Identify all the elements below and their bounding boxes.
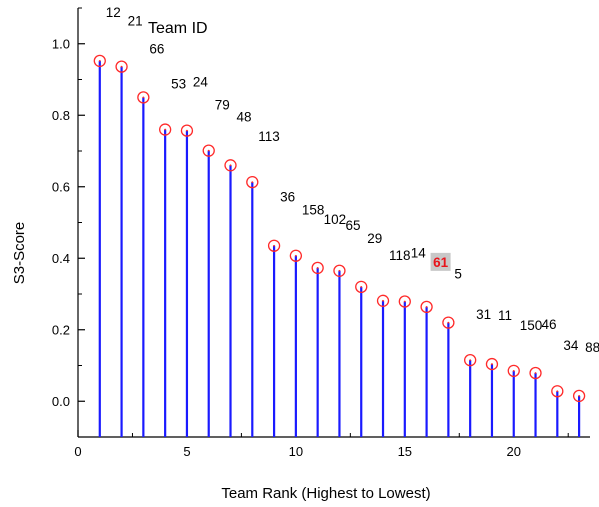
data-point-center <box>447 321 450 324</box>
data-point <box>485 357 499 371</box>
team-id-label: 29 <box>367 231 382 246</box>
x-tick-label: 10 <box>289 444 303 459</box>
data-point <box>333 264 346 277</box>
x-ticks: 0 5 10 15 20 <box>74 430 569 459</box>
data-point-center <box>229 164 232 167</box>
team-id-label: 66 <box>149 41 164 56</box>
data-point-center <box>578 394 581 397</box>
y-axis-title: S3-Score <box>11 222 28 285</box>
x-axis-title: Team Rank (Highest to Lowest) <box>221 485 430 502</box>
data-point <box>507 364 520 378</box>
highlight-box <box>430 252 451 271</box>
y-ticks: 0.0 0.2 0.4 0.6 0.8 1.0 <box>52 7 85 438</box>
data-point-center <box>251 181 254 184</box>
data-point <box>93 54 106 68</box>
team-id-label: 24 <box>193 75 209 90</box>
x-tick-label: 15 <box>398 444 412 459</box>
data-point <box>529 366 542 380</box>
data-point <box>246 175 259 189</box>
team-id-label: 118 <box>389 248 411 263</box>
data-point-center <box>98 60 101 62</box>
data-point <box>224 159 237 172</box>
team-id-label-highlight: 61 <box>433 255 449 270</box>
legend-team-id: Team ID <box>148 20 208 37</box>
x-tick-label: 0 <box>74 444 81 459</box>
data-point <box>464 353 477 367</box>
data-point <box>551 385 564 398</box>
data-point-center <box>512 369 515 372</box>
team-id-label: 31 <box>476 307 491 322</box>
markers <box>93 54 586 403</box>
y-tick-label: 1.0 <box>52 36 70 51</box>
data-point-center <box>316 267 319 269</box>
data-point <box>442 316 455 329</box>
data-point <box>158 123 172 136</box>
team-id-label: 5 <box>454 267 462 282</box>
team-id-label: 102 <box>324 212 347 227</box>
team-id-label: 11 <box>498 308 512 323</box>
x-tick-label: 20 <box>507 444 521 459</box>
team-id-label: 34 <box>563 338 579 353</box>
data-point-center <box>164 128 167 131</box>
data-point-center <box>294 254 297 257</box>
y-tick-label: 0.6 <box>52 179 70 194</box>
team-id-label: 150 <box>520 318 543 333</box>
team-id-label: 48 <box>237 109 252 124</box>
data-point-center <box>469 359 472 362</box>
data-point-center <box>556 390 559 393</box>
stems <box>98 60 581 437</box>
data-point <box>267 239 281 252</box>
y-tick-label: 0.4 <box>52 251 70 266</box>
data-point <box>376 294 390 307</box>
data-point <box>115 60 128 73</box>
team-id-label: 14 <box>411 246 427 261</box>
data-point-center <box>491 363 493 365</box>
data-point <box>355 280 368 294</box>
data-point <box>289 249 303 262</box>
data-point-center <box>360 285 363 288</box>
data-point-center <box>186 129 188 132</box>
team-id-label: 53 <box>171 77 186 92</box>
y-tick-label: 0.8 <box>52 108 70 123</box>
data-point-center <box>534 372 537 374</box>
data-point <box>420 300 433 314</box>
data-point <box>180 124 194 137</box>
data-point-center <box>273 244 275 247</box>
team-id-label: 21 <box>128 14 143 29</box>
y-tick-label: 0.2 <box>52 322 70 337</box>
data-point-center <box>403 300 406 303</box>
y-tick-label: 0.0 <box>52 394 70 409</box>
data-point-center <box>120 65 123 68</box>
team-id-label: 158 <box>302 203 325 218</box>
team-id-label: 36 <box>280 190 295 205</box>
team-id-label: 46 <box>542 317 557 332</box>
data-point <box>202 144 215 157</box>
team-id-label: 79 <box>215 98 230 113</box>
data-point-center <box>207 149 210 152</box>
data-point-center <box>142 96 145 99</box>
x-tick-label: 5 <box>183 444 190 459</box>
data-point <box>311 261 324 275</box>
team-id-label: 88 <box>585 340 599 355</box>
data-point-center <box>382 299 384 302</box>
data-point <box>398 295 411 308</box>
team-id-label: 12 <box>106 5 121 20</box>
team-id-label: 65 <box>345 218 360 233</box>
team-id-label: 113 <box>258 129 280 144</box>
data-point <box>572 389 586 403</box>
data-point-center <box>338 269 341 272</box>
data-point-center <box>425 305 428 308</box>
data-point <box>137 91 150 104</box>
